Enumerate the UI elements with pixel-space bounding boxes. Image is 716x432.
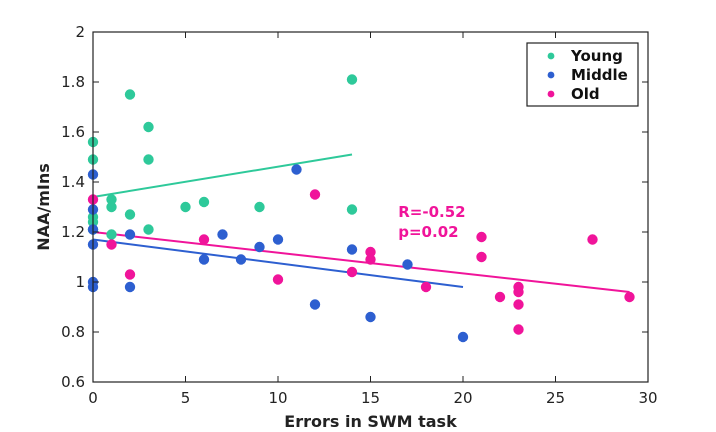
fit-line-old — [92, 231, 630, 293]
point-old-18 — [624, 291, 635, 303]
point-young-8 — [124, 89, 136, 100]
point-young-10 — [143, 121, 154, 133]
point-old-12 — [494, 291, 506, 303]
fit-lines — [92, 153, 630, 293]
x-axis-title: Errors in SWM task — [284, 412, 457, 431]
point-old-7 — [365, 246, 376, 258]
annotations: R=-0.52 p=0.02 — [398, 203, 465, 241]
point-middle-6 — [124, 229, 136, 240]
annotation-r-value: R=-0.52 — [398, 203, 465, 221]
y-tick-label: 1.6 — [61, 123, 85, 141]
point-old-16 — [513, 324, 524, 335]
point-middle-9 — [217, 229, 228, 240]
legend-label-young: Young — [570, 47, 623, 65]
point-middle-11 — [254, 241, 265, 253]
point-middle-14 — [309, 299, 321, 310]
point-young-17 — [346, 204, 358, 215]
point-young-13 — [180, 201, 191, 213]
data-points — [87, 74, 635, 343]
legend-marker-old — [547, 90, 555, 98]
point-middle-15 — [346, 244, 358, 255]
point-old-11 — [476, 251, 487, 263]
point-middle-7 — [124, 281, 136, 293]
fit-line-middle — [92, 238, 464, 288]
y-tick-label: 1.2 — [61, 223, 85, 241]
point-middle-12 — [272, 234, 284, 245]
axes: 0 5 10 15 20 25 30 0.6 0.8 1 1.2 1.4 1.6 1.8 2 Errors i… — [34, 23, 658, 431]
point-old-15 — [513, 299, 524, 310]
point-young-12 — [143, 224, 154, 235]
point-young-6 — [106, 201, 117, 213]
point-old-1 — [106, 239, 117, 250]
point-middle-16 — [365, 311, 376, 323]
point-young-5 — [106, 194, 117, 205]
y-axis-title: NAA/mIns — [34, 163, 53, 251]
legend-label-middle: Middle — [571, 66, 628, 84]
x-tick-label: 25 — [546, 389, 565, 407]
point-old-5 — [309, 189, 321, 200]
point-young-14 — [198, 196, 210, 208]
point-old-3 — [198, 234, 210, 245]
point-old-10 — [476, 231, 487, 243]
point-old-6 — [346, 266, 358, 278]
point-middle-10 — [235, 254, 247, 265]
point-middle-17 — [402, 259, 413, 270]
legend-label-old: Old — [571, 85, 600, 103]
point-old-9 — [420, 281, 432, 293]
x-tick-label: 30 — [638, 389, 657, 407]
annotation-p-value: p=0.02 — [398, 223, 458, 241]
point-young-9 — [124, 209, 136, 220]
point-old-14 — [513, 286, 524, 298]
y-tick-label: 1.4 — [61, 173, 85, 191]
point-young-15 — [254, 201, 265, 213]
legend-box — [526, 42, 639, 107]
point-middle-8 — [198, 254, 210, 265]
y-tick-label: 1.8 — [61, 73, 85, 91]
y-tick-label: 0.8 — [61, 323, 85, 341]
x-tick-label: 10 — [268, 389, 287, 407]
y-tick-label: 0.6 — [61, 373, 85, 391]
point-old-8 — [365, 254, 376, 265]
point-old-17 — [587, 234, 598, 245]
y-tick-label: 1 — [75, 273, 85, 291]
x-tick-label: 5 — [181, 389, 191, 407]
x-tick-label: 15 — [361, 389, 380, 407]
point-old-4 — [272, 274, 284, 285]
point-young-7 — [106, 229, 117, 240]
legend-marker-middle — [547, 71, 555, 79]
x-tick-label: 20 — [453, 389, 472, 407]
y-tick-label: 2 — [75, 23, 85, 41]
legend-marker-young — [547, 52, 555, 60]
point-middle-18 — [457, 331, 469, 343]
point-young-16 — [346, 74, 358, 85]
fit-line-young — [92, 153, 353, 198]
x-tick-label: 0 — [88, 389, 98, 407]
point-young-11 — [143, 154, 154, 165]
point-middle-13 — [291, 164, 302, 175]
point-old-2 — [124, 269, 136, 280]
